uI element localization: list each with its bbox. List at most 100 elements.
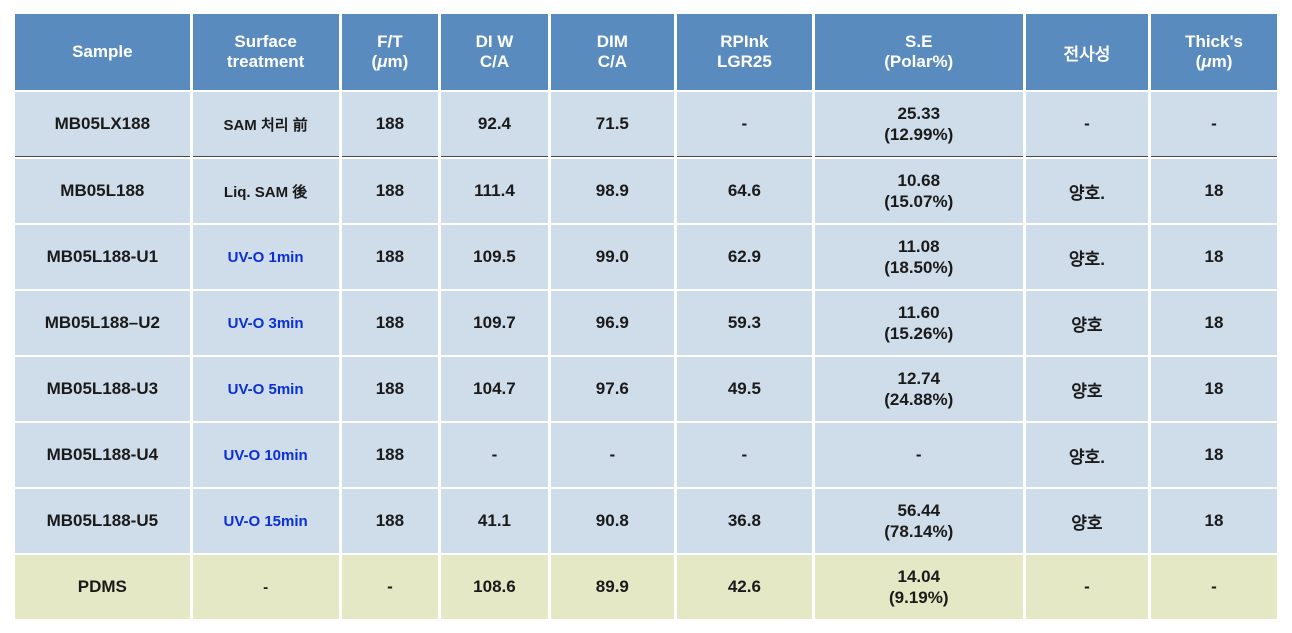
cell-transfer: 양호.	[1026, 225, 1148, 289]
col-dim: DIMC/A	[551, 14, 674, 90]
cell-surface: UV-O 3min	[193, 291, 339, 355]
cell-ft: 188	[342, 291, 439, 355]
cell-rpink: 42.6	[677, 555, 812, 619]
cell-surface: -	[193, 555, 339, 619]
cell-ft: 188	[342, 423, 439, 487]
cell-rpink: -	[677, 92, 812, 157]
cell-dim: 99.0	[551, 225, 674, 289]
cell-dim: 89.9	[551, 555, 674, 619]
cell-diw: 109.5	[441, 225, 547, 289]
cell-thickness: 18	[1151, 357, 1277, 421]
cell-rpink: 49.5	[677, 357, 812, 421]
cell-sample: MB05L188-U3	[15, 357, 190, 421]
cell-diw: 104.7	[441, 357, 547, 421]
cell-rpink: 64.6	[677, 159, 812, 223]
cell-ft: 188	[342, 357, 439, 421]
cell-se-polar: (24.88%)	[884, 390, 953, 409]
col-sample: Sample	[15, 14, 190, 90]
cell-surface: UV-O 10min	[193, 423, 339, 487]
col-diw: DI WC/A	[441, 14, 547, 90]
cell-thickness: -	[1151, 555, 1277, 619]
cell-se-value: 56.44	[897, 501, 940, 520]
header-row: Sample Surface treatment F/T (μm) DI WC/…	[15, 14, 1277, 90]
cell-thickness: -	[1151, 92, 1277, 157]
cell-transfer: 양호	[1026, 357, 1148, 421]
table-row: MB05L188-U4UV-O 10min188----양호.18	[15, 423, 1277, 487]
table-row: MB05L188-U5UV-O 15min18841.190.836.856.4…	[15, 489, 1277, 553]
cell-diw: -	[441, 423, 547, 487]
cell-sample: MB05L188-U4	[15, 423, 190, 487]
cell-surface: UV-O 15min	[193, 489, 339, 553]
cell-se-polar: (15.07%)	[884, 192, 953, 211]
cell-se: 11.08 (18.50%)	[815, 225, 1023, 289]
cell-se: 14.04 (9.19%)	[815, 555, 1023, 619]
cell-sample: MB05LX188	[15, 92, 190, 157]
cell-surface: UV-O 1min	[193, 225, 339, 289]
cell-se-value: 10.68	[897, 171, 940, 190]
cell-se-value: 14.04	[897, 567, 940, 586]
cell-se: 12.74 (24.88%)	[815, 357, 1023, 421]
cell-transfer: 양호	[1026, 291, 1148, 355]
cell-sample: MB05L188-U5	[15, 489, 190, 553]
cell-se-polar: (15.26%)	[884, 324, 953, 343]
table-row: MB05L188Liq. SAM 後188111.498.964.610.68(…	[15, 159, 1277, 223]
cell-dim: 98.9	[551, 159, 674, 223]
cell-se-value: 12.74	[897, 369, 940, 388]
cell-thickness: 18	[1151, 225, 1277, 289]
cell-se-polar: (18.50%)	[884, 258, 953, 277]
cell-se-polar: (9.19%)	[889, 588, 949, 607]
cell-surface: UV-O 5min	[193, 357, 339, 421]
cell-surface: Liq. SAM 後	[193, 159, 339, 223]
col-ft: F/T (μm)	[342, 14, 439, 90]
cell-dim: 71.5	[551, 92, 674, 157]
cell-se-polar: (12.99%)	[884, 125, 953, 144]
cell-se-value: 25.33	[897, 104, 940, 123]
cell-rpink: 62.9	[677, 225, 812, 289]
cell-thickness: 18	[1151, 489, 1277, 553]
cell-rpink: -	[677, 423, 812, 487]
cell-ft: 188	[342, 159, 439, 223]
cell-se-value: 11.08	[898, 237, 940, 256]
cell-transfer: -	[1026, 92, 1148, 157]
cell-diw: 41.1	[441, 489, 547, 553]
cell-sample: MB05L188-U1	[15, 225, 190, 289]
cell-ft: 188	[342, 489, 439, 553]
cell-dim: 97.6	[551, 357, 674, 421]
cell-thickness: 18	[1151, 423, 1277, 487]
col-transfer: 전사성	[1026, 14, 1148, 90]
cell-thickness: 18	[1151, 291, 1277, 355]
cell-surface: SAM 처리 前	[193, 92, 339, 157]
table-row: MB05L188-U3UV-O 5min188104.797.649.512.7…	[15, 357, 1277, 421]
cell-rpink: 59.3	[677, 291, 812, 355]
col-surface: Surface treatment	[193, 14, 339, 90]
cell-se-polar: (78.14%)	[884, 522, 953, 541]
table-row: MB05L188–U2UV-O 3min188109.796.959.311.6…	[15, 291, 1277, 355]
cell-se: 11.60 (15.26%)	[815, 291, 1023, 355]
table-row: MB05LX188SAM 처리 前18892.471.5-25.33(12.99…	[15, 92, 1277, 157]
cell-thickness: 18	[1151, 159, 1277, 223]
col-rpink: RPInkLGR25	[677, 14, 812, 90]
cell-diw: 111.4	[441, 159, 547, 223]
cell-transfer: 양호	[1026, 489, 1148, 553]
cell-diw: 108.6	[441, 555, 547, 619]
cell-transfer: 양호.	[1026, 423, 1148, 487]
cell-diw: 92.4	[441, 92, 547, 157]
surface-treatment-table: Sample Surface treatment F/T (μm) DI WC/…	[12, 12, 1280, 621]
cell-se-value: 11.60	[898, 303, 940, 322]
cell-se: 10.68 (15.07%)	[815, 159, 1023, 223]
col-se: S.E(Polar%)	[815, 14, 1023, 90]
cell-diw: 109.7	[441, 291, 547, 355]
cell-sample: MB05L188–U2	[15, 291, 190, 355]
cell-se: 25.33 (12.99%)	[815, 92, 1023, 157]
cell-ft: 188	[342, 225, 439, 289]
cell-transfer: -	[1026, 555, 1148, 619]
cell-ft: -	[342, 555, 439, 619]
table-row: PDMS--108.689.942.614.04(9.19%)--	[15, 555, 1277, 619]
cell-sample: PDMS	[15, 555, 190, 619]
cell-se: -	[815, 423, 1023, 487]
cell-transfer: 양호.	[1026, 159, 1148, 223]
cell-se-value: -	[916, 445, 922, 464]
cell-dim: 96.9	[551, 291, 674, 355]
col-thickness: Thick's (μm)	[1151, 14, 1277, 90]
cell-dim: 90.8	[551, 489, 674, 553]
